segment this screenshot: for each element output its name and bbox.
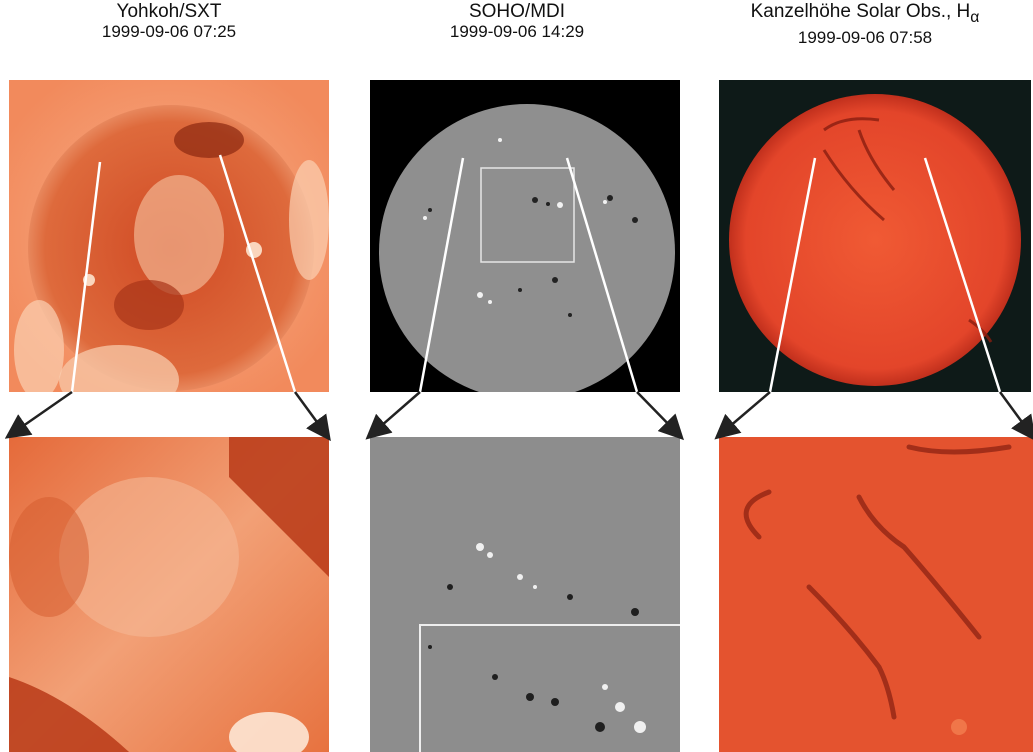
sxt-zoom-image bbox=[9, 437, 329, 752]
caption-halpha-date: 1999-09-06 07:58 bbox=[797, 27, 933, 47]
caption-sxt-date: 1999-09-06 07:25 bbox=[101, 22, 237, 41]
mdi-full-disk-image bbox=[370, 80, 680, 392]
sxt-full-disk-image bbox=[9, 80, 329, 392]
caption-halpha: Kanzelhöhe Solar Obs., Hα 1999-09-06 07:… bbox=[700, 2, 1030, 47]
mdi-zoom-image bbox=[370, 437, 680, 752]
caption-sxt-instrument: Yohkoh/SXT bbox=[116, 1, 222, 22]
caption-mdi: SOHO/MDI 1999-09-06 14:29 bbox=[352, 1, 682, 42]
halpha-zoom-image bbox=[719, 437, 1033, 752]
caption-mdi-instrument: SOHO/MDI bbox=[468, 1, 566, 22]
caption-sxt: Yohkoh/SXT 1999-09-06 07:25 bbox=[4, 1, 334, 42]
caption-halpha-instrument: Kanzelhöhe Solar Obs., Hα bbox=[750, 1, 980, 26]
caption-mdi-date: 1999-09-06 14:29 bbox=[449, 22, 585, 41]
halpha-full-disk-image bbox=[719, 80, 1031, 392]
